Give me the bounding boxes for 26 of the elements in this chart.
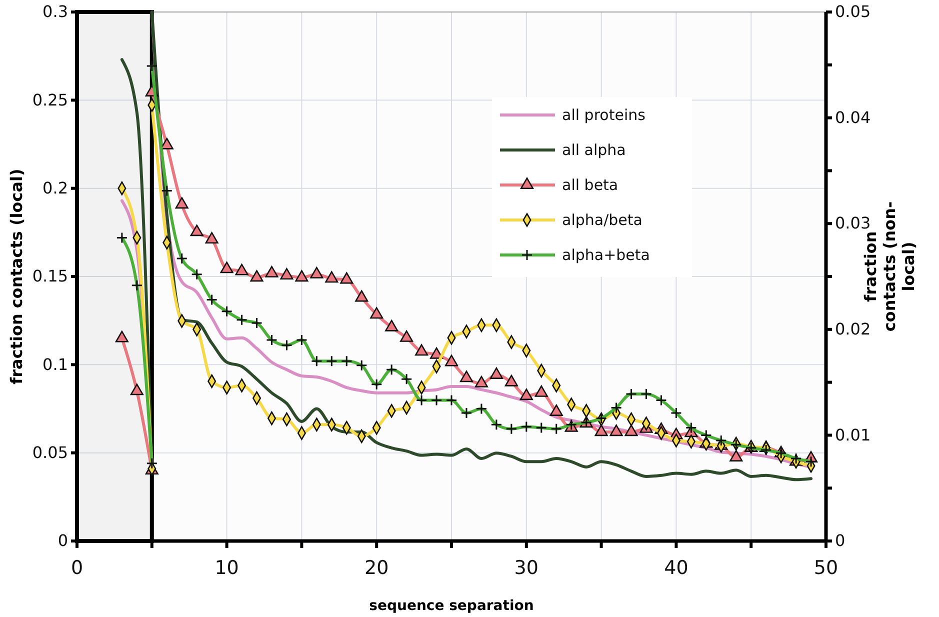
y2-tick-label: 0.01 — [835, 425, 871, 444]
y-tick-label: 0.25 — [32, 90, 68, 110]
x-axis-title: sequence separation — [369, 598, 534, 614]
x-tick-label: 10 — [214, 556, 239, 579]
x-tick-label: 30 — [514, 556, 538, 579]
y-tick-label: 0 — [58, 531, 68, 550]
x-tick-label: 0 — [70, 556, 84, 579]
legend-label: alpha/beta — [562, 211, 642, 229]
x-tick-label: 50 — [814, 556, 838, 579]
y-tick-label: 0.2 — [42, 178, 68, 198]
y2-tick-label: 0.04 — [835, 108, 871, 127]
legend-label: alpha+beta — [562, 246, 650, 264]
y-tick-label: 0.3 — [42, 2, 68, 22]
legend-label: all proteins — [562, 106, 646, 124]
x-tick-label: 20 — [364, 556, 389, 579]
y2-tick-label: 0.05 — [835, 2, 871, 22]
y-tick-label: 0.1 — [42, 354, 68, 374]
y2-tick-label: 0 — [835, 531, 846, 550]
x-tick-label: 40 — [664, 556, 688, 579]
y2-tick-label: 0.03 — [835, 214, 871, 233]
y-tick-label: 0.05 — [32, 442, 68, 462]
y2-tick-label: 0.02 — [835, 320, 871, 339]
legend-label: all beta — [562, 176, 618, 194]
legend-label: all alpha — [562, 141, 626, 159]
y-axis-title: fraction contacts (local) — [7, 168, 26, 384]
y-tick-label: 0.15 — [32, 266, 68, 286]
